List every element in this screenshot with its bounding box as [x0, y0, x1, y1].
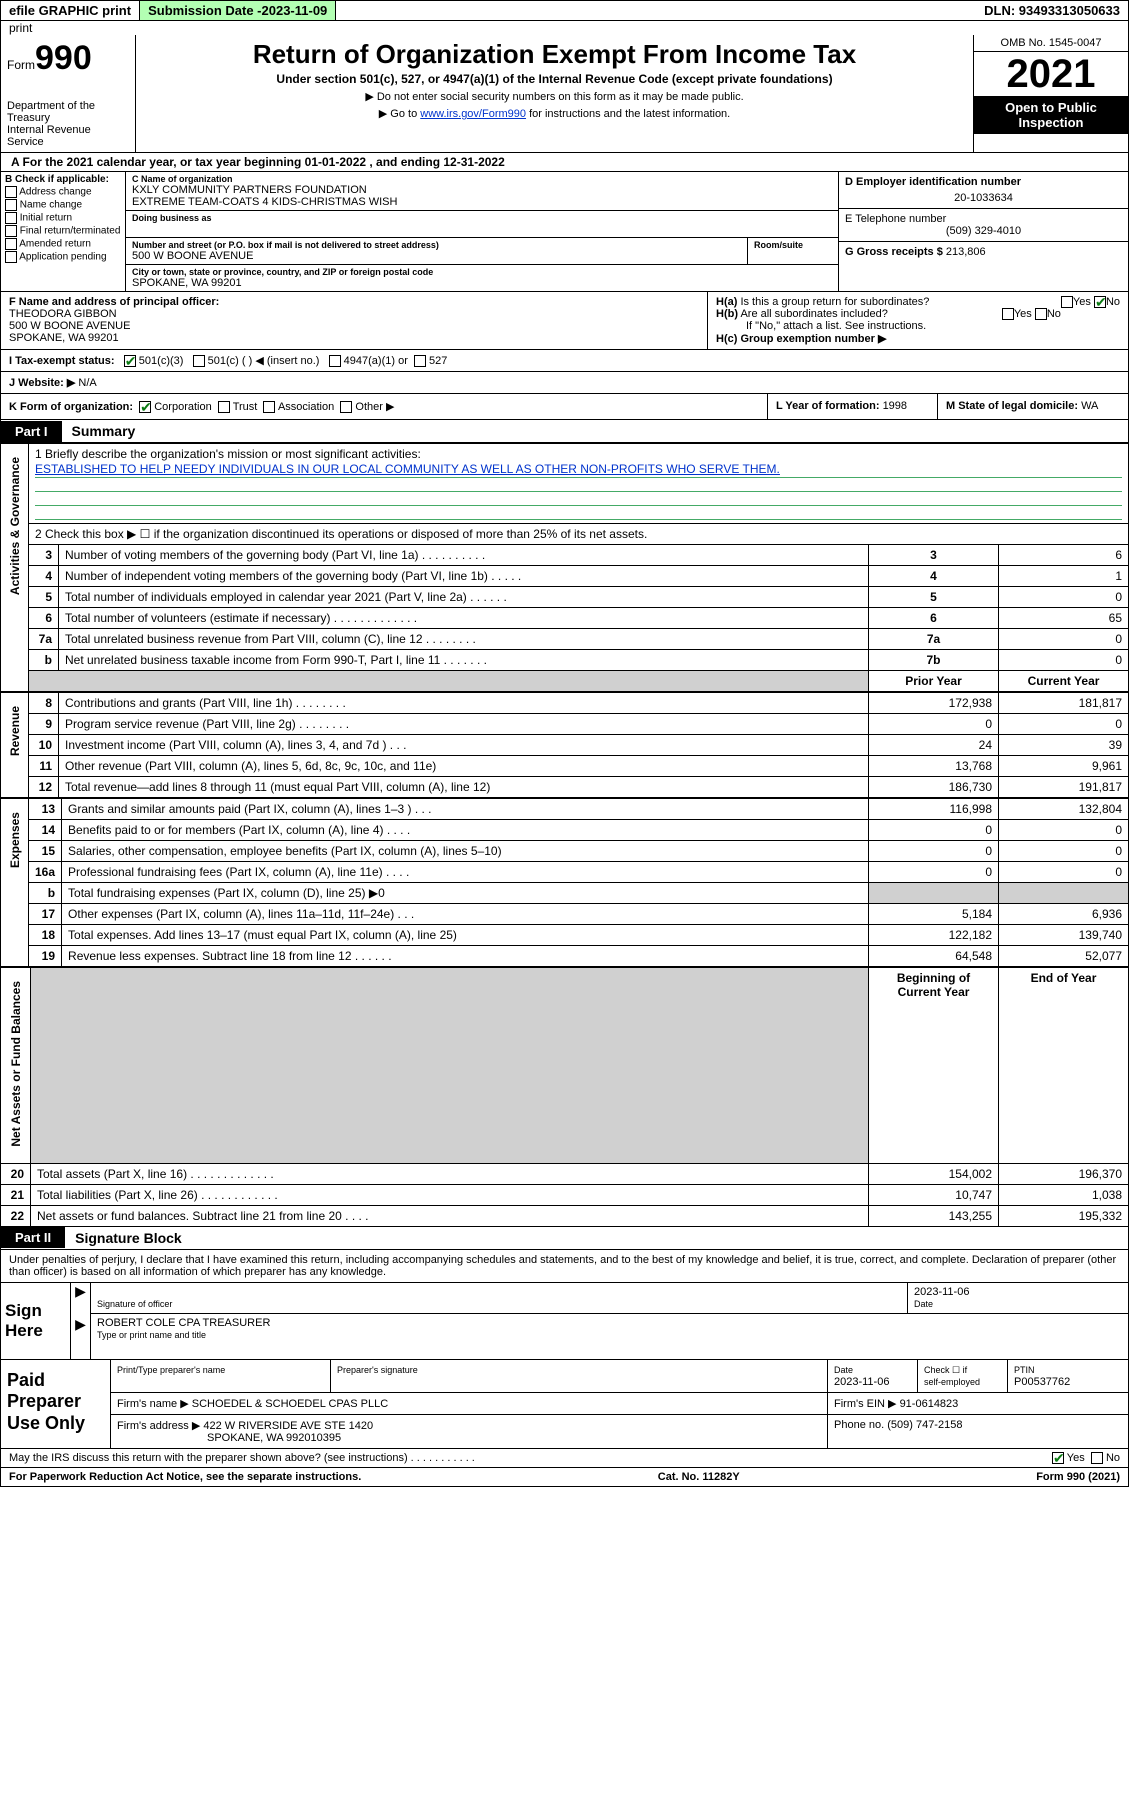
- line-15: 15Salaries, other compensation, employee…: [1, 841, 1129, 862]
- print-button[interactable]: print: [9, 21, 32, 35]
- discuss-row: May the IRS discuss this return with the…: [0, 1449, 1129, 1468]
- line-17: 17Other expenses (Part IX, column (A), l…: [1, 904, 1129, 925]
- form-subtitle: Under section 501(c), 527, or 4947(a)(1)…: [144, 72, 965, 86]
- gross-receipts: 213,806: [946, 246, 986, 258]
- note-goto: ▶ Go to www.irs.gov/Form990 for instruct…: [144, 107, 965, 120]
- footer: For Paperwork Reduction Act Notice, see …: [0, 1468, 1129, 1487]
- dept-treasury: Department of the Treasury: [7, 100, 129, 124]
- efile-label: efile GRAPHIC print: [1, 1, 140, 20]
- mission-text: ESTABLISHED TO HELP NEEDY INDIVIDUALS IN…: [35, 461, 1122, 478]
- row-a-period: A For the 2021 calendar year, or tax yea…: [0, 153, 1129, 172]
- revenue-table: Revenue8Contributions and grants (Part V…: [0, 692, 1129, 798]
- website-value: N/A: [78, 377, 96, 389]
- line-20: 20Total assets (Part X, line 16) . . . .…: [1, 1163, 1129, 1184]
- form-header: Form990 Department of the Treasury Inter…: [0, 35, 1129, 153]
- note-ssn: ▶ Do not enter social security numbers o…: [144, 90, 965, 103]
- side-activities: Activities & Governance: [1, 444, 29, 692]
- firm-name: SCHOEDEL & SCHOEDEL CPAS PLLC: [192, 1398, 388, 1410]
- line-18: 18Total expenses. Add lines 13–17 (must …: [1, 925, 1129, 946]
- declaration: Under penalties of perjury, I declare th…: [0, 1250, 1129, 1283]
- paid-preparer-block: Paid Preparer Use Only Print/Type prepar…: [0, 1360, 1129, 1449]
- irs-label: Internal Revenue Service: [7, 124, 129, 148]
- side-net: Net Assets or Fund Balances: [1, 968, 31, 1164]
- omb-number: OMB No. 1545-0047: [974, 35, 1128, 52]
- form-number: Form990: [7, 39, 129, 78]
- row-i-status: I Tax-exempt status: 501(c)(3) 501(c) ( …: [0, 350, 1129, 372]
- identity-block: B Check if applicable: Address change Na…: [0, 172, 1129, 292]
- line-11: 11Other revenue (Part VIII, column (A), …: [1, 756, 1129, 777]
- top-strip: efile GRAPHIC print Submission Date - 20…: [0, 0, 1129, 21]
- line-22: 22Net assets or fund balances. Subtract …: [1, 1205, 1129, 1226]
- form-title: Return of Organization Exempt From Incom…: [144, 39, 965, 70]
- line-21: 21Total liabilities (Part X, line 26) . …: [1, 1184, 1129, 1205]
- line-14: 14Benefits paid to or for members (Part …: [1, 820, 1129, 841]
- firm-phone: (509) 747-2158: [887, 1419, 962, 1431]
- firm-ein: 91-0614823: [900, 1398, 959, 1410]
- summary-table: Activities & Governance 1 Briefly descri…: [0, 443, 1129, 692]
- row-j-website: J Website: ▶ N/A: [0, 372, 1129, 394]
- row-klm: K Form of organization: Corporation Trus…: [0, 394, 1129, 420]
- row-f-h: F Name and address of principal officer:…: [0, 292, 1129, 350]
- tax-year: 2021: [974, 52, 1128, 96]
- part-2-bar: Part II Signature Block: [0, 1227, 1129, 1250]
- public-inspection: Open to Public Inspection: [974, 96, 1128, 134]
- ein: 20-1033634: [845, 188, 1122, 204]
- officer-name: THEODORA GIBBON: [9, 308, 117, 320]
- box-b-checks: B Check if applicable: Address change Na…: [1, 172, 126, 291]
- street: 500 W BOONE AVENUE: [132, 250, 253, 262]
- arrow-icon: ▶▶: [71, 1283, 91, 1359]
- irs-link[interactable]: www.irs.gov/Form990: [420, 108, 526, 120]
- line-13: Expenses13Grants and similar amounts pai…: [1, 799, 1129, 820]
- line-9: 9Program service revenue (Part VIII, lin…: [1, 714, 1129, 735]
- city-state-zip: SPOKANE, WA 99201: [132, 277, 242, 289]
- phone: (509) 329-4010: [845, 225, 1122, 237]
- ptin: P00537762: [1014, 1376, 1070, 1388]
- c-name-label: C Name of organization: [132, 174, 832, 184]
- line-10: 10Investment income (Part VIII, column (…: [1, 735, 1129, 756]
- line-19: 19Revenue less expenses. Subtract line 1…: [1, 946, 1129, 967]
- line-b: bTotal fundraising expenses (Part IX, co…: [1, 883, 1129, 904]
- signer-name: ROBERT COLE CPA TREASURER: [97, 1317, 270, 1329]
- sign-here-block: Sign Here ▶▶ Signature of officer 2023-1…: [0, 1283, 1129, 1360]
- dln: DLN: 93493313050633: [976, 1, 1128, 20]
- expenses-table: Expenses13Grants and similar amounts pai…: [0, 798, 1129, 967]
- line-8: Revenue8Contributions and grants (Part V…: [1, 693, 1129, 714]
- submission-date: Submission Date - 2023-11-09: [140, 1, 336, 20]
- line-16a: 16aProfessional fundraising fees (Part I…: [1, 862, 1129, 883]
- org-name-2: EXTREME TEAM-COATS 4 KIDS-CHRISTMAS WISH: [132, 196, 397, 208]
- part-1-bar: Part I Summary: [0, 420, 1129, 443]
- org-name-1: KXLY COMMUNITY PARTNERS FOUNDATION: [132, 184, 367, 196]
- line-12: 12Total revenue—add lines 8 through 11 (…: [1, 777, 1129, 798]
